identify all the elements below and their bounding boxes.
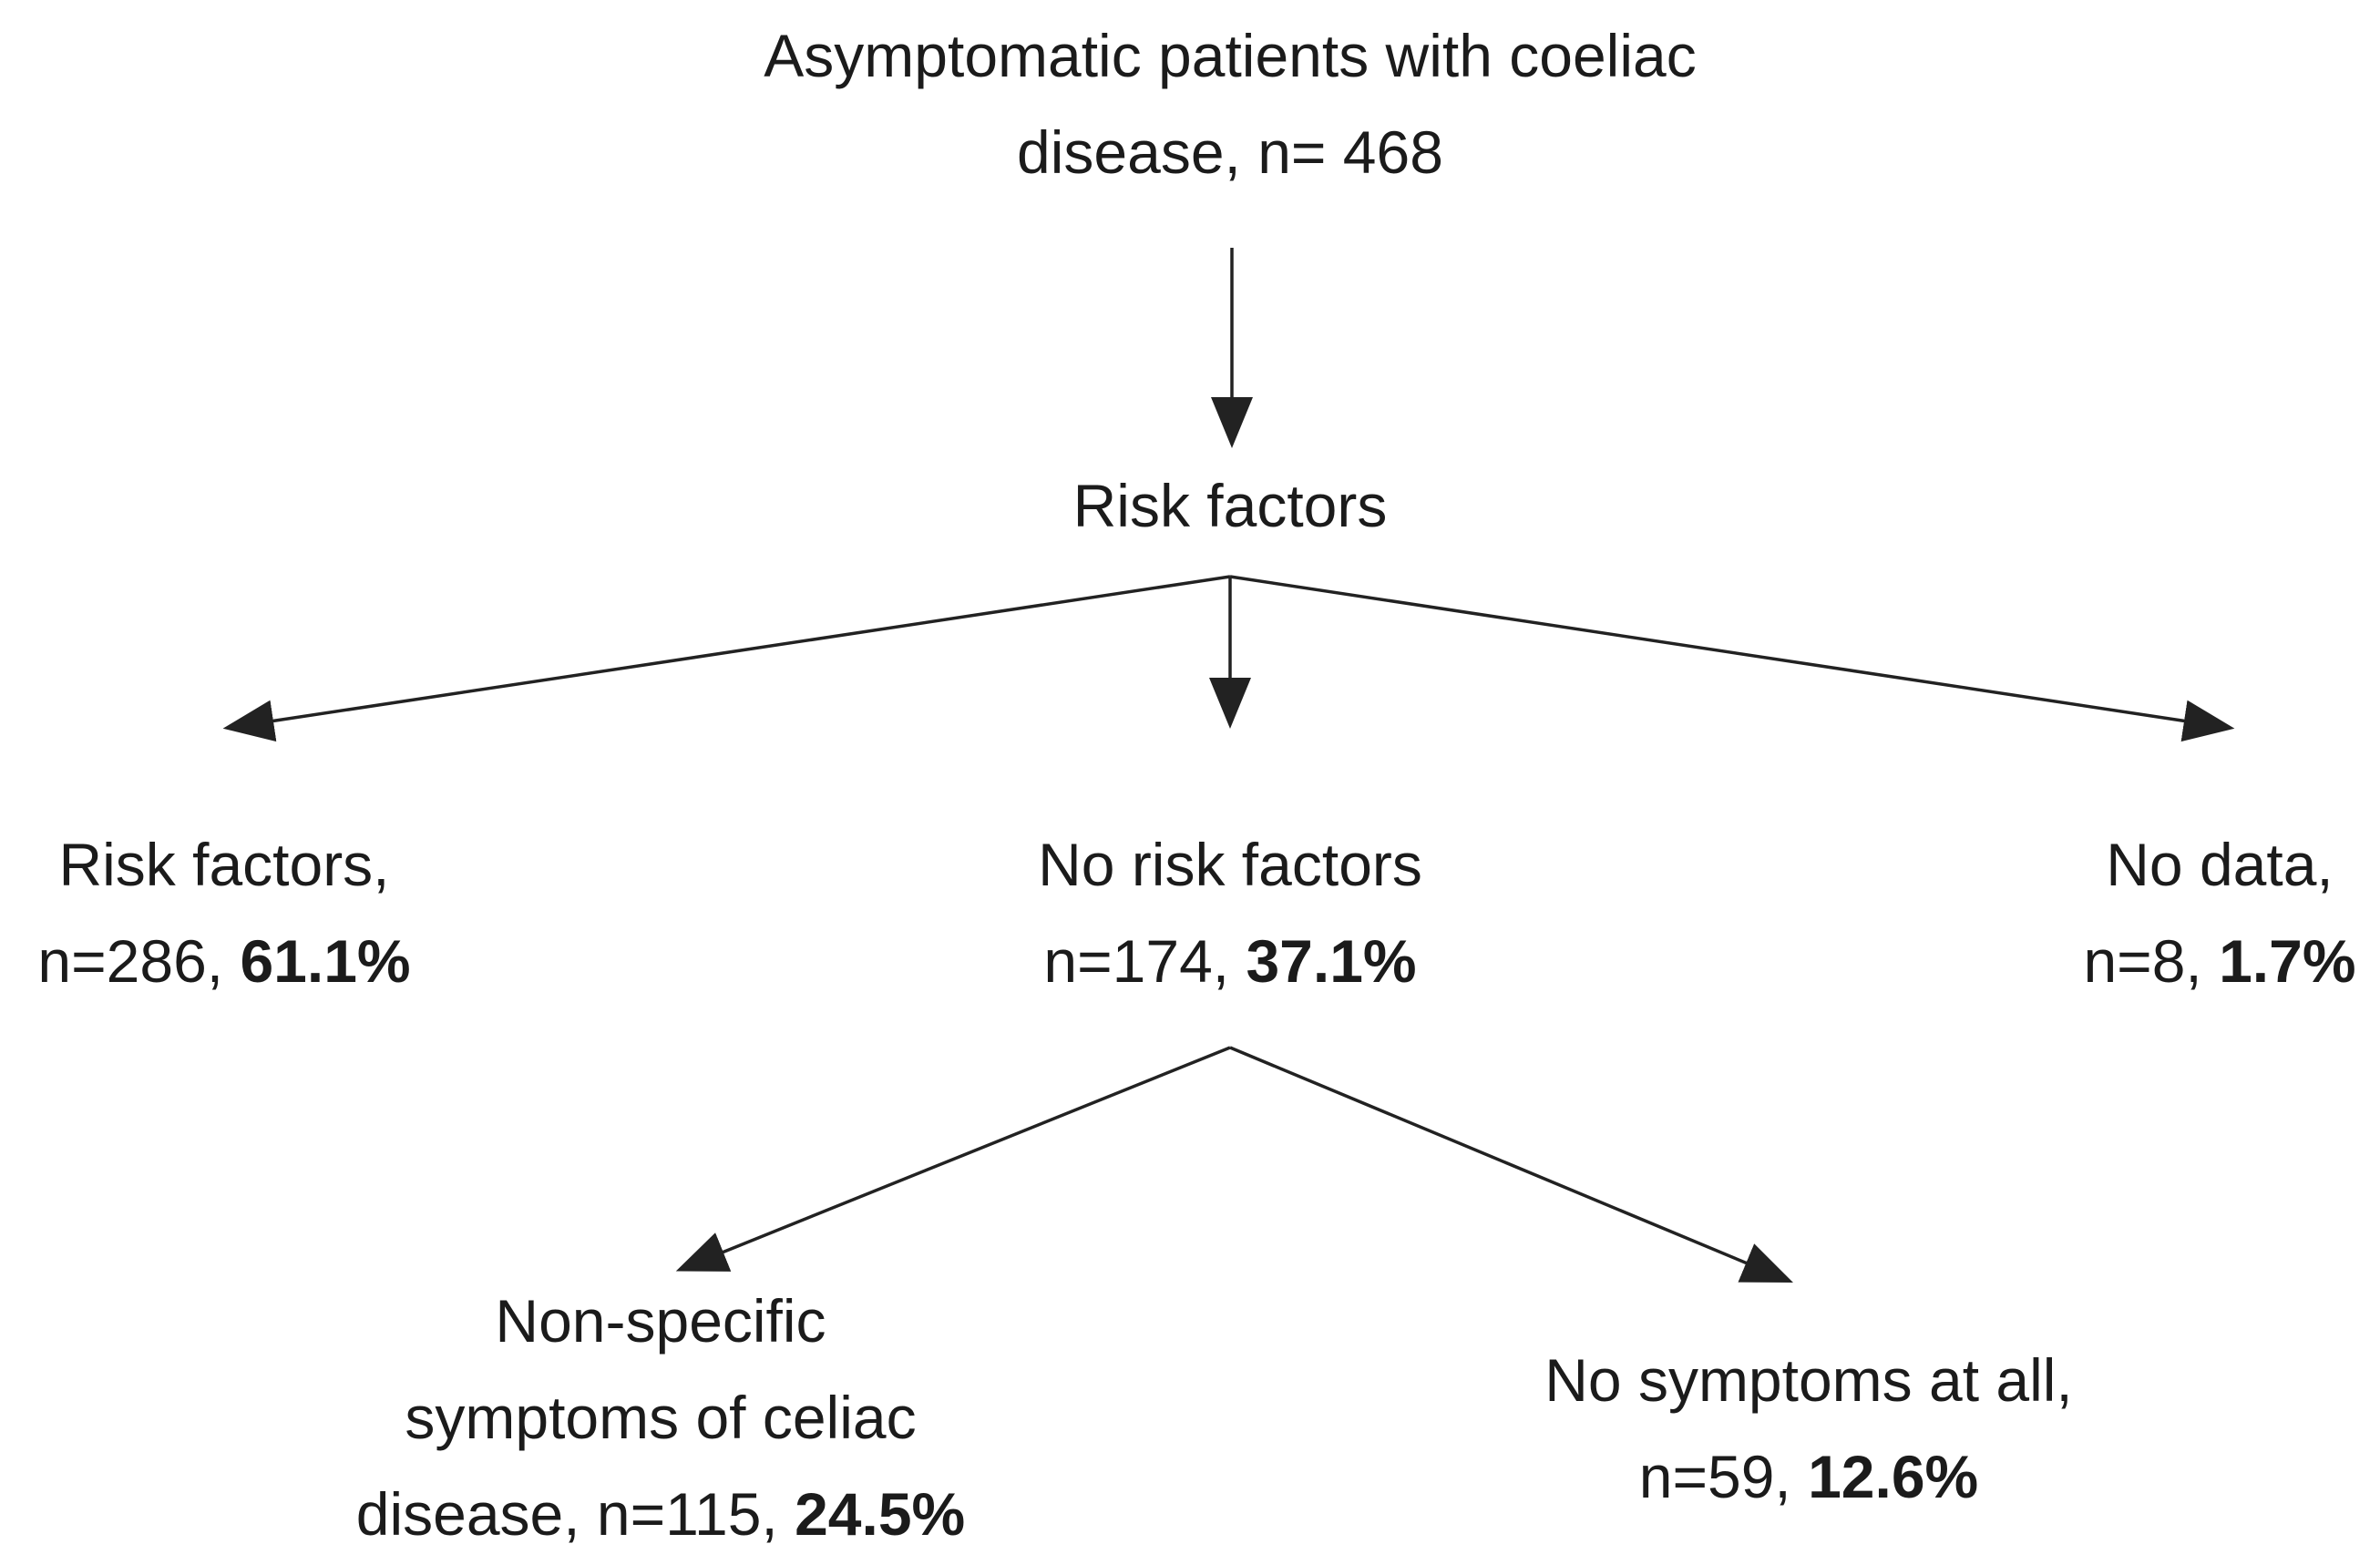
node-risk-factors-header-label: Risk factors <box>1072 472 1388 539</box>
node-no-risk-factors-line1: No risk factors <box>1038 831 1422 898</box>
node-no-risk-factors: No risk factors n=174, 37.1% <box>1038 816 1422 1009</box>
risk-factors-count: n=286, <box>37 927 241 995</box>
arrow-to-no-data <box>1229 575 2235 742</box>
arrow-to-non-specific-symptoms <box>675 1046 1231 1272</box>
node-no-symptoms-line2: n=59, 12.6% <box>1544 1428 2073 1525</box>
no-symptoms-count: n=59, <box>1638 1443 1809 1510</box>
node-risk-factors-line2: n=286, 61.1% <box>37 913 410 1009</box>
node-root-line2: disease, n= 468 <box>1017 118 1443 186</box>
node-no-risk-factors-line2: n=174, 37.1% <box>1038 913 1422 1009</box>
no-risk-factors-count: n=174, <box>1043 927 1246 995</box>
node-no-symptoms-line1: No symptoms at all, <box>1544 1346 2073 1414</box>
node-no-symptoms: No symptoms at all, n=59, 12.6% <box>1544 1332 2073 1525</box>
node-root: Asymptomatic patients with coeliac disea… <box>764 7 1696 200</box>
node-risk-factors-line1: Risk factors, <box>58 831 390 898</box>
node-no-data: No data, n=8, 1.7% <box>2083 816 2355 1009</box>
node-non-specific-symptoms: Non-specific symptoms of celiac disease,… <box>356 1273 965 1544</box>
arrow-to-no-symptoms <box>1229 1046 1793 1283</box>
no-risk-factors-percent: 37.1% <box>1246 927 1417 995</box>
risk-factors-percent: 61.1% <box>240 927 411 995</box>
non-specific-percent: 24.5% <box>795 1480 966 1544</box>
arrow-to-risk-factors-group <box>222 575 1231 742</box>
node-non-specific-line3: disease, n=115, 24.5% <box>356 1466 965 1544</box>
node-root-line1: Asymptomatic patients with coeliac <box>764 22 1697 89</box>
node-no-data-line1: No data, <box>2106 831 2334 898</box>
node-risk-factors-header: Risk factors <box>1073 457 1388 554</box>
non-specific-count: disease, n=115, <box>355 1480 795 1544</box>
no-symptoms-percent: 12.6% <box>1808 1443 1979 1510</box>
no-data-count: n=8, <box>2083 927 2220 995</box>
node-non-specific-line2: symptoms of celiac <box>405 1384 917 1451</box>
no-data-percent: 1.7% <box>2219 927 2356 995</box>
node-risk-factors: Risk factors, n=286, 61.1% <box>37 816 410 1009</box>
node-no-data-line2: n=8, 1.7% <box>2083 913 2355 1009</box>
node-non-specific-line1: Non-specific <box>495 1287 826 1355</box>
